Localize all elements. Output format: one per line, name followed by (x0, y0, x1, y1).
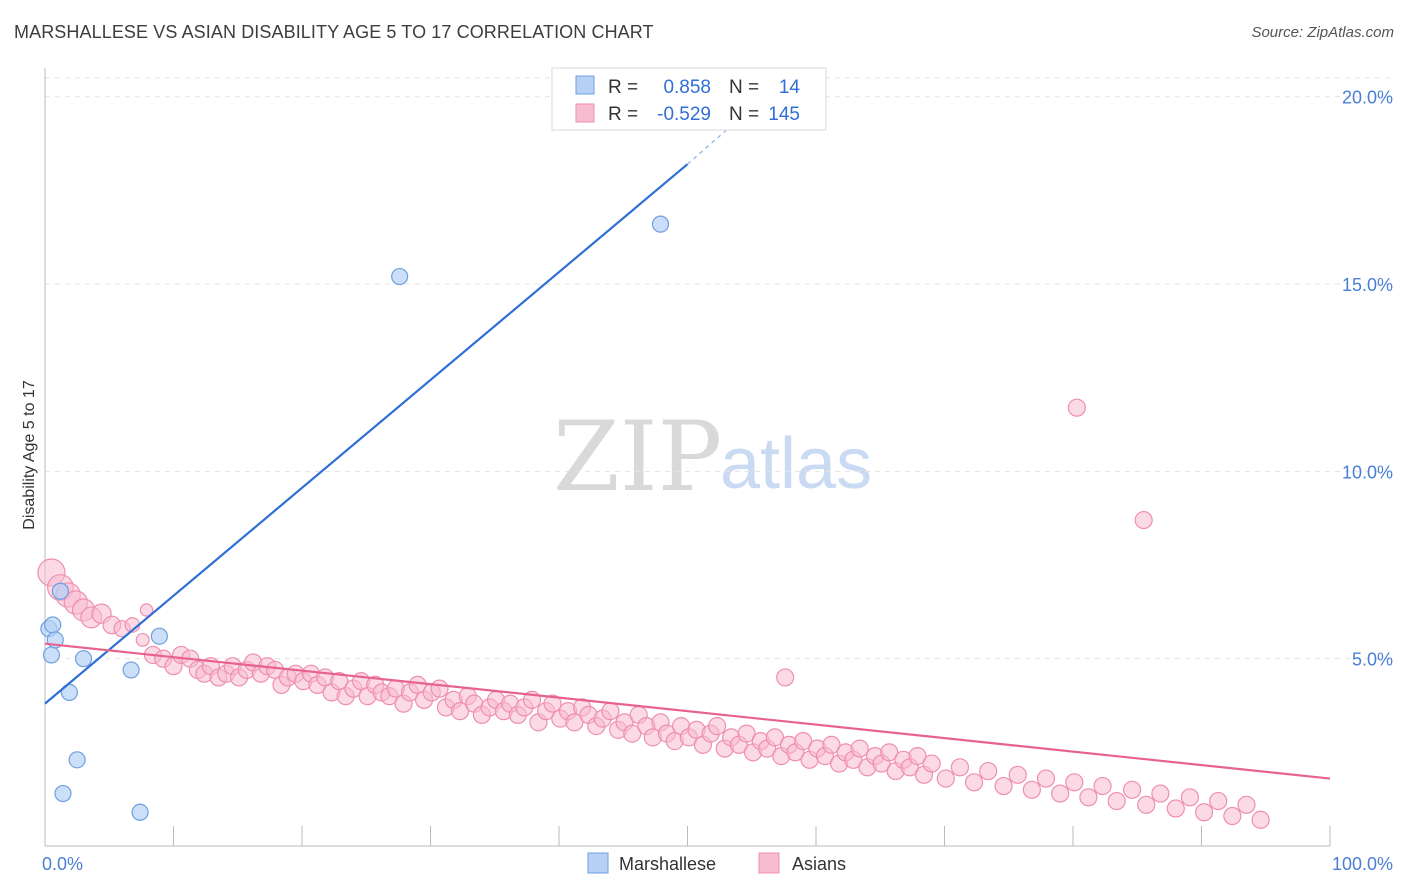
asian-point-128 (1036, 769, 1056, 788)
asian-point-11 (139, 603, 154, 617)
marshallese-point-9 (122, 661, 140, 679)
x-tick-labels: 0.0% 100.0% (42, 854, 1393, 874)
asian-point-142 (1237, 795, 1256, 814)
asian-point-133 (1107, 791, 1126, 811)
legend-swatch-marshallese (575, 75, 595, 95)
asian-point-138 (1180, 788, 1200, 807)
marshallese-point-11 (150, 627, 168, 645)
legend-swatch-asians (575, 103, 595, 123)
marshallese-points (40, 215, 670, 821)
asian-point-54 (450, 702, 470, 721)
marshallese-point-6 (68, 751, 86, 769)
legend-r-value-2: -0.529 (657, 104, 711, 125)
asian-point-75 (601, 702, 620, 721)
y-tick-label-3: 20.0% (1342, 88, 1393, 108)
asian-point-145 (1134, 510, 1153, 530)
legend-n-value-1: 14 (779, 77, 801, 98)
asian-point-70 (565, 713, 584, 732)
asian-point-141 (1223, 806, 1242, 826)
marshallese-trend-line (44, 163, 689, 705)
marshallese-point-1 (44, 616, 62, 634)
legend-r-label-2: R = (608, 104, 638, 125)
x-tick-label-0: 0.0% (42, 854, 83, 874)
asian-point-122 (950, 758, 970, 777)
legend-box (551, 67, 827, 131)
asian-point-37 (330, 672, 349, 691)
asian-point-114 (880, 743, 899, 762)
asian-point-136 (1151, 784, 1170, 803)
asian-points (37, 398, 1270, 829)
asian-point-137 (1166, 799, 1185, 818)
y-tick-label-0: 5.0% (1352, 650, 1393, 670)
asian-point-146 (776, 668, 795, 687)
x-tick-label-1: 100.0% (1332, 854, 1393, 874)
trend-lines (44, 129, 1331, 780)
asian-point-139 (1194, 803, 1214, 822)
legend-r-label-1: R = (608, 77, 638, 98)
marshallese-point-13 (651, 215, 670, 233)
y-tick-label-1: 10.0% (1342, 462, 1393, 482)
chart-title: MARSHALLESE VS ASIAN DISABILITY AGE 5 TO… (14, 22, 654, 42)
marshallese-point-7 (74, 650, 93, 668)
asian-point-123 (964, 773, 984, 792)
marshallese-point-12 (391, 267, 409, 286)
legend-n-label-1: N = (729, 77, 759, 98)
asian-point-134 (1123, 780, 1142, 799)
legend-r-value-1: 0.858 (663, 77, 711, 98)
y-tick-label-2: 15.0% (1342, 275, 1393, 295)
asian-point-126 (1008, 765, 1027, 784)
asian-point-140 (1209, 791, 1228, 811)
legend: R = 0.858 N = 14 R = -0.529 N = 145 (551, 67, 827, 131)
asian-point-125 (994, 776, 1013, 796)
asian-point-131 (1079, 788, 1098, 807)
asian-point-130 (1065, 773, 1084, 792)
source-label: Source: ZipAtlas.com (1251, 24, 1394, 41)
y-tick-labels: 5.0% 10.0% 15.0% 20.0% (1342, 88, 1393, 670)
asian-point-144 (1067, 398, 1086, 417)
asian-point-129 (1051, 784, 1070, 803)
asian-trend-line (44, 642, 1331, 780)
bottom-legend-swatch-marshallese (587, 852, 609, 874)
asian-point-121 (936, 769, 955, 788)
asian-point-90 (707, 717, 727, 736)
y-axis-label: Disability Age 5 to 17 (21, 380, 38, 530)
marshallese-point-2 (42, 646, 61, 664)
asian-point-118 (908, 746, 927, 766)
asian-point-51 (430, 679, 449, 698)
asian-point-67 (543, 694, 562, 713)
bottom-legend-marshallese: Marshallese (619, 854, 716, 874)
asian-point-78 (623, 724, 642, 743)
asian-point-48 (408, 675, 427, 695)
legend-n-label-2: N = (729, 104, 759, 125)
asian-point-10 (135, 632, 150, 647)
asian-point-127 (1022, 780, 1041, 799)
axes (44, 68, 1331, 847)
asian-point-94 (737, 724, 756, 743)
asian-point-132 (1093, 776, 1112, 796)
marshallese-point-8 (54, 784, 72, 803)
marshallese-point-4 (51, 582, 70, 600)
asian-point-110 (850, 739, 869, 758)
asian-point-124 (979, 761, 998, 781)
asian-point-135 (1137, 795, 1156, 814)
asian-point-98 (765, 728, 784, 747)
asian-point-143 (1251, 810, 1270, 829)
asian-point-106 (822, 735, 841, 754)
asian-point-120 (922, 754, 941, 773)
legend-n-value-2: 145 (768, 104, 800, 125)
watermark-zip: ZIP (553, 401, 722, 513)
marshallese-trend-extension (687, 129, 727, 165)
marshallese-point-10 (131, 803, 149, 821)
asian-point-102 (794, 732, 813, 751)
bottom-legend-asians: Asians (792, 854, 846, 874)
bottom-legend-swatch-asians (758, 852, 780, 874)
watermark-atlas: atlas (720, 424, 872, 504)
gridlines (45, 77, 1392, 660)
watermark: ZIP atlas (553, 401, 872, 513)
bottom-legend: Marshallese Asians (587, 852, 846, 874)
